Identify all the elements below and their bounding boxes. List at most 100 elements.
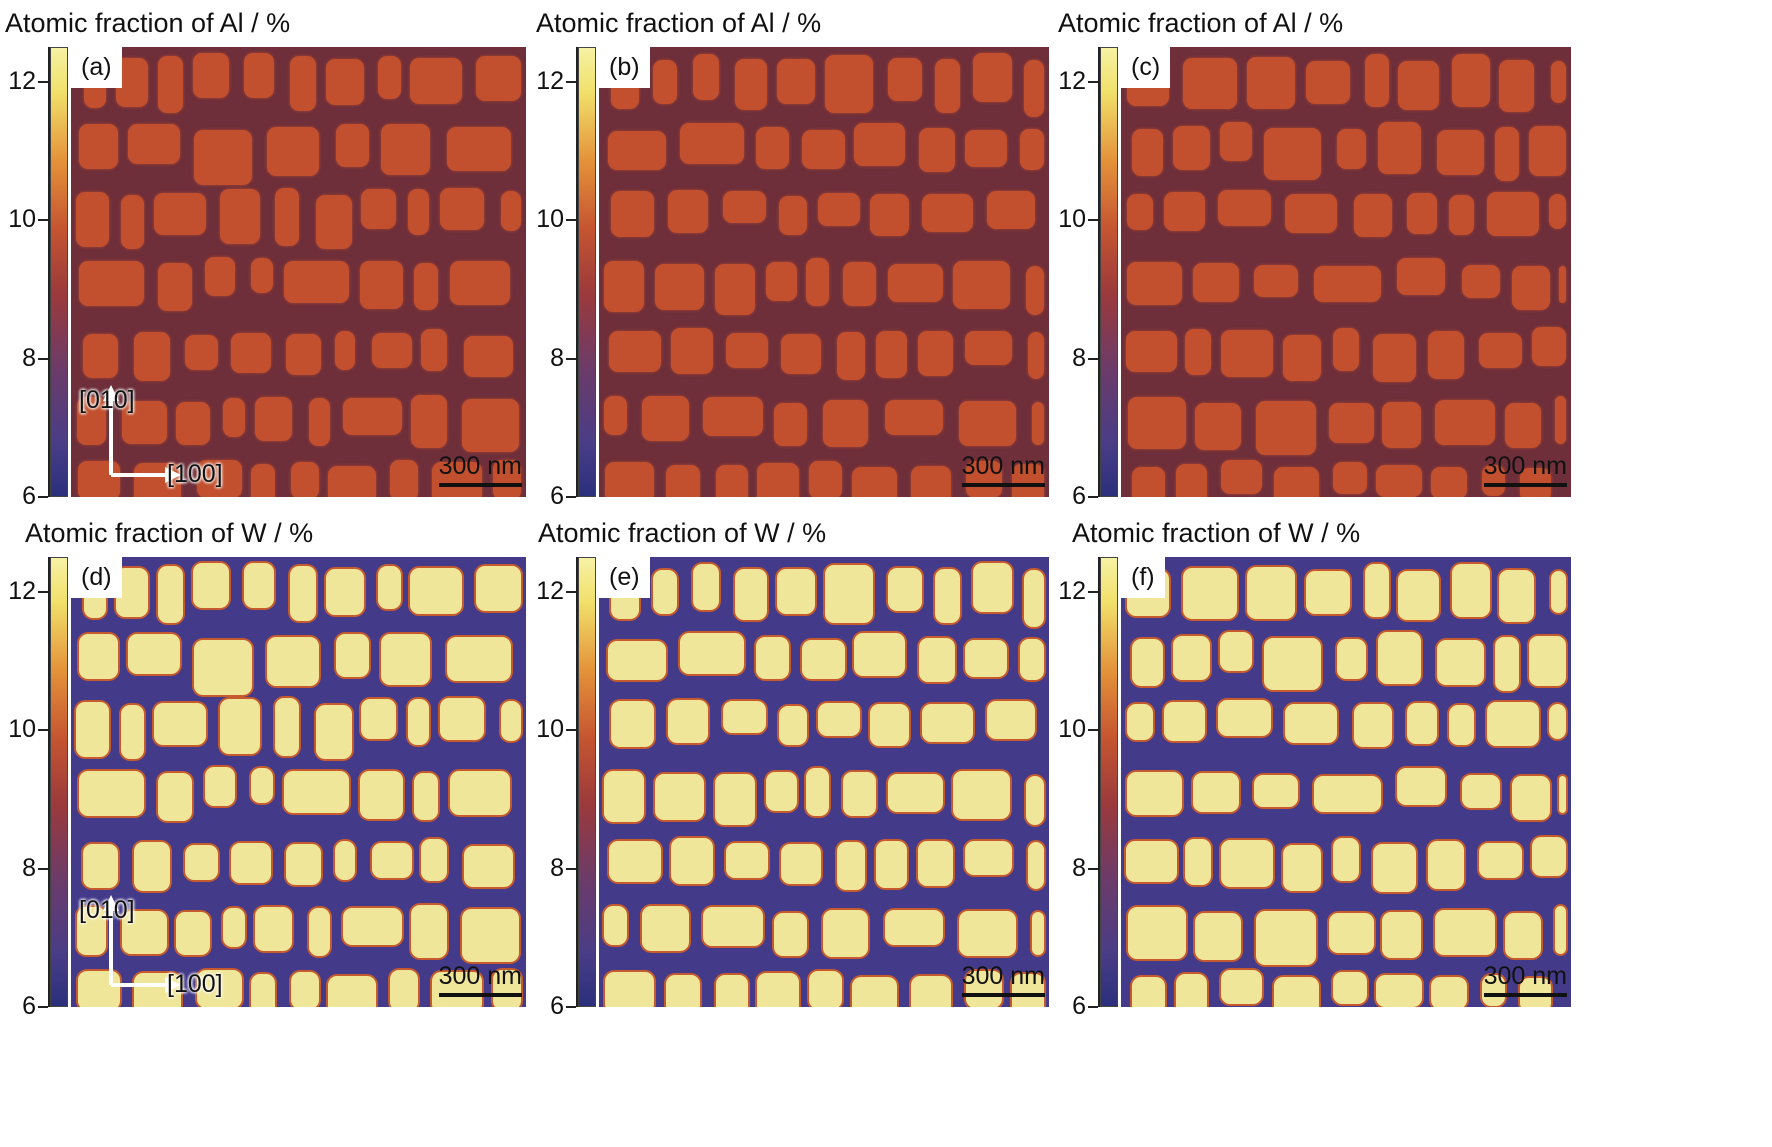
precipitate xyxy=(1217,700,1272,737)
precipitate xyxy=(1184,328,1211,375)
precipitate xyxy=(911,976,951,1007)
precipitate xyxy=(390,970,419,1007)
precipitate xyxy=(1194,402,1242,451)
orientation-label-vertical: [010] xyxy=(79,386,135,414)
precipitate xyxy=(655,773,704,820)
precipitate xyxy=(808,970,843,1007)
precipitate xyxy=(966,460,1003,497)
precipitate xyxy=(1434,399,1496,445)
composition-map: (f) 300 nm xyxy=(1118,557,1571,1007)
precipitate xyxy=(372,332,412,369)
colorbar-tick-label: 6 xyxy=(550,992,564,1020)
scale-bar: 300 nm xyxy=(961,452,1045,487)
precipitate xyxy=(884,400,943,435)
precipitate xyxy=(1173,635,1210,681)
precipitate xyxy=(1332,461,1367,494)
colorbar-tick-label: 8 xyxy=(550,343,564,372)
precipitate xyxy=(411,905,448,959)
precipitate xyxy=(668,700,708,743)
precipitate xyxy=(1220,329,1274,377)
orientation-label-horizontal: [100] xyxy=(167,970,223,998)
precipitate xyxy=(1555,396,1567,445)
precipitate xyxy=(1126,193,1153,231)
colorbar-tick-label: 8 xyxy=(22,853,36,882)
precipitate xyxy=(603,261,644,313)
precipitate xyxy=(953,261,1010,310)
panel-label: (a) xyxy=(71,47,122,88)
precipitate xyxy=(725,332,769,369)
precipitate xyxy=(1306,60,1351,105)
precipitate xyxy=(666,465,700,497)
colorbar-tick-label: 12 xyxy=(1058,66,1086,95)
precipitate xyxy=(1126,840,1177,883)
precipitate xyxy=(887,774,943,813)
precipitate xyxy=(1255,911,1317,965)
precipitate xyxy=(1372,333,1416,383)
precipitate xyxy=(1451,53,1490,107)
precipitate xyxy=(409,58,462,105)
precipitate xyxy=(1449,195,1475,235)
precipitate xyxy=(1449,705,1475,745)
precipitate xyxy=(336,633,370,678)
precipitate xyxy=(918,638,956,683)
colorbar-axis xyxy=(48,47,50,497)
panel-b: Atomic fraction of Al / % 12 10 8 6 (b) 300 nm xyxy=(528,0,1049,510)
precipitate xyxy=(439,698,484,740)
panel-label: (d) xyxy=(71,557,122,598)
colorbar-axis xyxy=(48,557,50,1007)
precipitate xyxy=(390,460,419,497)
precipitate xyxy=(652,60,678,105)
precipitate xyxy=(79,124,118,170)
precipitate xyxy=(176,911,211,955)
precipitate xyxy=(1428,331,1464,380)
precipitate xyxy=(185,335,219,370)
precipitate xyxy=(777,58,815,104)
scale-bar-label: 300 nm xyxy=(1483,962,1567,990)
precipitate xyxy=(1194,912,1242,961)
precipitate xyxy=(194,640,252,695)
panel-label: (e) xyxy=(599,557,650,598)
precipitate xyxy=(361,189,397,230)
precipitate xyxy=(79,770,144,817)
precipitate xyxy=(308,908,330,957)
precipitate xyxy=(1220,839,1274,887)
precipitate xyxy=(414,772,438,821)
colorbar-tick xyxy=(1088,867,1098,870)
precipitate xyxy=(1176,464,1207,497)
panel-a: Atomic fraction of Al / % 12 10 8 6 (a) 300 nm… xyxy=(0,0,526,510)
precipitate xyxy=(1313,265,1381,303)
precipitate xyxy=(922,194,973,233)
precipitate xyxy=(1283,335,1322,382)
precipitate xyxy=(1407,702,1438,744)
scale-bar-label: 300 nm xyxy=(438,452,522,480)
precipitate xyxy=(1220,969,1262,1004)
colorbar-tick-label: 10 xyxy=(8,205,36,234)
colorbar-tick-label: 8 xyxy=(1072,343,1086,372)
precipitate xyxy=(121,195,145,249)
precipitate xyxy=(133,462,182,497)
colorbar-tick-label: 12 xyxy=(536,66,564,95)
precipitate xyxy=(734,569,767,621)
composition-map: (e) 300 nm xyxy=(596,557,1049,1007)
precipitate xyxy=(986,701,1036,740)
precipitate xyxy=(1264,128,1322,180)
precipitate xyxy=(774,402,808,446)
scale-bar-line xyxy=(438,993,522,997)
precipitate xyxy=(1550,570,1567,614)
scale-bar: 300 nm xyxy=(1483,962,1567,997)
precipitate xyxy=(1246,57,1295,110)
precipitate xyxy=(703,906,763,947)
precipitate xyxy=(1407,192,1438,234)
precipitate xyxy=(1333,328,1360,371)
precipitate xyxy=(1377,122,1421,174)
precipitate xyxy=(1011,463,1045,497)
precipitate xyxy=(127,634,180,674)
precipitate xyxy=(251,974,275,1007)
precipitate xyxy=(973,562,1013,612)
precipitate xyxy=(887,264,943,303)
colorbar xyxy=(578,557,596,1007)
colorbar-tick-label: 6 xyxy=(22,992,36,1020)
colorbar-tick-label: 8 xyxy=(550,853,564,882)
precipitate xyxy=(986,191,1036,230)
precipitate xyxy=(1431,976,1467,1007)
